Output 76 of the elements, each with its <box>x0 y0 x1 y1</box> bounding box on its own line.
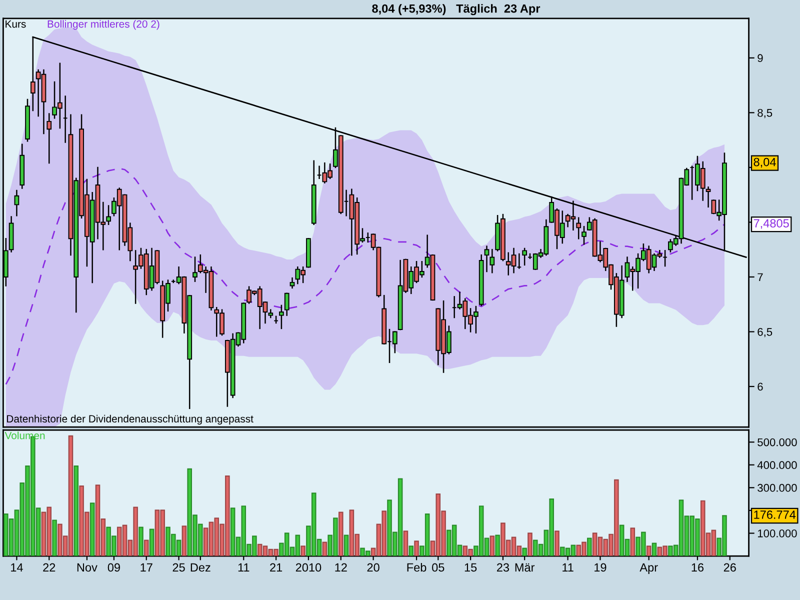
text: 176.774 <box>754 510 796 519</box>
y-tick-label: 100.000 <box>758 530 797 538</box>
bar <box>408 546 414 556</box>
candlestick <box>192 256 198 282</box>
x-tick-label: Feb <box>407 562 426 572</box>
x-tick-label: 26 <box>724 563 736 572</box>
x-tick-label: 12 <box>335 563 347 572</box>
candlestick <box>490 248 495 274</box>
x-tick-label: 23 <box>496 563 510 572</box>
x-tick-label: 19 <box>594 563 606 572</box>
chart-title: 8,04 (+5,93%) Täglich 23 Apr <box>372 4 540 16</box>
candlestick <box>290 277 295 289</box>
bar <box>344 534 349 556</box>
candlestick <box>706 186 711 208</box>
candlestick <box>522 248 528 266</box>
y-tick-label: 6,5 <box>758 328 772 338</box>
candlestick <box>106 205 111 226</box>
x-tick-label: 16 <box>692 563 704 572</box>
y-tick-label: 300.000 <box>758 484 797 492</box>
bar <box>652 542 657 556</box>
bar <box>490 536 495 556</box>
annotation: 7,4805 <box>754 219 789 229</box>
candlestick <box>46 113 52 164</box>
candlestick <box>279 304 284 330</box>
x-tick-label: 14 <box>11 563 23 572</box>
bar <box>138 526 144 556</box>
bar <box>322 542 328 556</box>
bar <box>630 528 636 556</box>
x-tick-label: 11 <box>562 563 574 572</box>
annotation: Datenhistorie der Dividendenausschüttung angepasst <box>7 414 254 425</box>
x-tick-label: 05 <box>432 563 444 572</box>
bar <box>300 546 306 556</box>
y-tick-label: 500.000 <box>758 438 797 446</box>
bar <box>528 532 532 556</box>
y-tick-label: 7 <box>758 273 763 281</box>
x-tick-label: 17 <box>140 563 152 572</box>
bar <box>522 548 527 556</box>
text: Kurs <box>6 20 26 28</box>
candlestick <box>284 292 290 316</box>
x-tick-label: Mär <box>515 563 535 572</box>
y-tick-label: 9 <box>758 54 763 62</box>
bar <box>554 530 560 556</box>
x-tick-label: 22 <box>43 563 56 572</box>
x-tick-label: Apr <box>640 563 658 574</box>
x-tick-label: 20 <box>367 563 380 572</box>
candlestick <box>484 246 490 272</box>
bar <box>149 528 154 556</box>
bar <box>182 526 187 556</box>
bar <box>414 540 419 556</box>
x-tick-label: 09 <box>108 563 120 572</box>
line-series <box>5 168 726 385</box>
candlestick <box>14 190 20 216</box>
text: Bollinger mittleres (20 2) <box>48 20 160 30</box>
bar <box>646 546 652 556</box>
bar <box>90 502 95 556</box>
candlestick <box>582 226 586 245</box>
bar <box>403 530 408 556</box>
x-tick-label: 2010 <box>296 563 322 572</box>
y-tick-label: 6 <box>758 382 763 391</box>
bar <box>495 534 500 556</box>
x-tick-label: Dez <box>190 563 210 572</box>
annotation: 8,04 <box>754 158 776 168</box>
candlestick <box>576 217 582 240</box>
y-tick-label: 400.000 <box>757 461 797 470</box>
bar <box>52 520 57 556</box>
x-tick-label: 21 <box>270 563 282 572</box>
x-tick-label: Nov <box>77 563 98 572</box>
bar <box>587 538 592 556</box>
x-tick-label: 15 <box>464 563 477 572</box>
y-tick-label: 8,5 <box>758 108 772 118</box>
bar <box>338 512 344 556</box>
bar <box>144 540 149 556</box>
x-tick-label: 11 <box>238 563 250 572</box>
x-tick-label: 25 <box>172 563 185 572</box>
bar <box>74 465 79 556</box>
series-label: Volumen <box>4 432 45 440</box>
